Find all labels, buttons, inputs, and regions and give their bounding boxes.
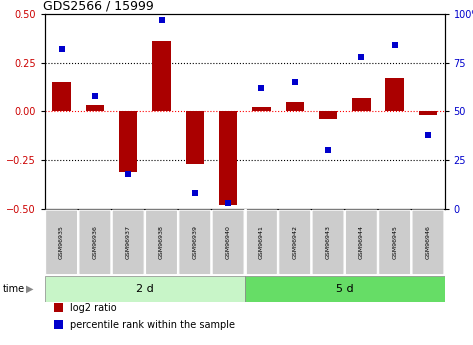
FancyBboxPatch shape <box>179 210 211 275</box>
Point <box>258 85 265 91</box>
Text: percentile rank within the sample: percentile rank within the sample <box>70 320 235 330</box>
Text: GSM96936: GSM96936 <box>92 225 97 259</box>
Text: 5 d: 5 d <box>336 284 353 294</box>
Bar <box>45 276 245 302</box>
Bar <box>86 106 104 111</box>
FancyBboxPatch shape <box>112 210 144 275</box>
FancyBboxPatch shape <box>45 210 78 275</box>
Point <box>58 46 65 52</box>
Text: GSM96943: GSM96943 <box>325 225 331 259</box>
Text: GSM96944: GSM96944 <box>359 225 364 259</box>
Point <box>391 42 398 48</box>
Bar <box>419 111 437 115</box>
Text: 2 d: 2 d <box>136 284 154 294</box>
Text: ▶: ▶ <box>26 284 34 294</box>
FancyBboxPatch shape <box>279 210 311 275</box>
Bar <box>219 111 237 205</box>
Bar <box>53 82 71 111</box>
Bar <box>152 41 171 111</box>
Text: GSM96939: GSM96939 <box>193 225 197 259</box>
Bar <box>352 98 370 111</box>
Point <box>124 171 132 176</box>
Bar <box>319 111 337 119</box>
Bar <box>245 276 445 302</box>
Text: GSM96946: GSM96946 <box>426 225 430 259</box>
FancyBboxPatch shape <box>79 210 111 275</box>
Bar <box>119 111 137 172</box>
Text: GSM96935: GSM96935 <box>59 225 64 259</box>
Bar <box>286 101 304 111</box>
Bar <box>385 78 404 111</box>
FancyBboxPatch shape <box>212 210 244 275</box>
Bar <box>54 320 63 329</box>
FancyBboxPatch shape <box>379 210 411 275</box>
Text: GSM96937: GSM96937 <box>126 225 131 259</box>
Text: GSM96941: GSM96941 <box>259 225 264 259</box>
FancyBboxPatch shape <box>412 210 444 275</box>
Text: log2 ratio: log2 ratio <box>70 303 117 313</box>
Point <box>224 200 232 206</box>
Text: GSM96940: GSM96940 <box>226 225 231 259</box>
Point <box>424 132 432 137</box>
Bar <box>252 107 271 111</box>
Text: GSM96945: GSM96945 <box>392 225 397 259</box>
Point <box>324 148 332 153</box>
Bar <box>186 111 204 164</box>
FancyBboxPatch shape <box>146 210 177 275</box>
Point <box>291 79 298 85</box>
Point <box>191 190 199 196</box>
Text: GDS2566 / 15999: GDS2566 / 15999 <box>43 0 154 13</box>
Text: time: time <box>2 284 25 294</box>
Point <box>358 54 365 59</box>
Bar <box>54 303 63 312</box>
FancyBboxPatch shape <box>312 210 344 275</box>
Point <box>158 17 165 22</box>
Text: GSM96938: GSM96938 <box>159 225 164 259</box>
Text: GSM96942: GSM96942 <box>292 225 297 259</box>
Point <box>91 93 99 98</box>
FancyBboxPatch shape <box>345 210 377 275</box>
FancyBboxPatch shape <box>245 210 278 275</box>
